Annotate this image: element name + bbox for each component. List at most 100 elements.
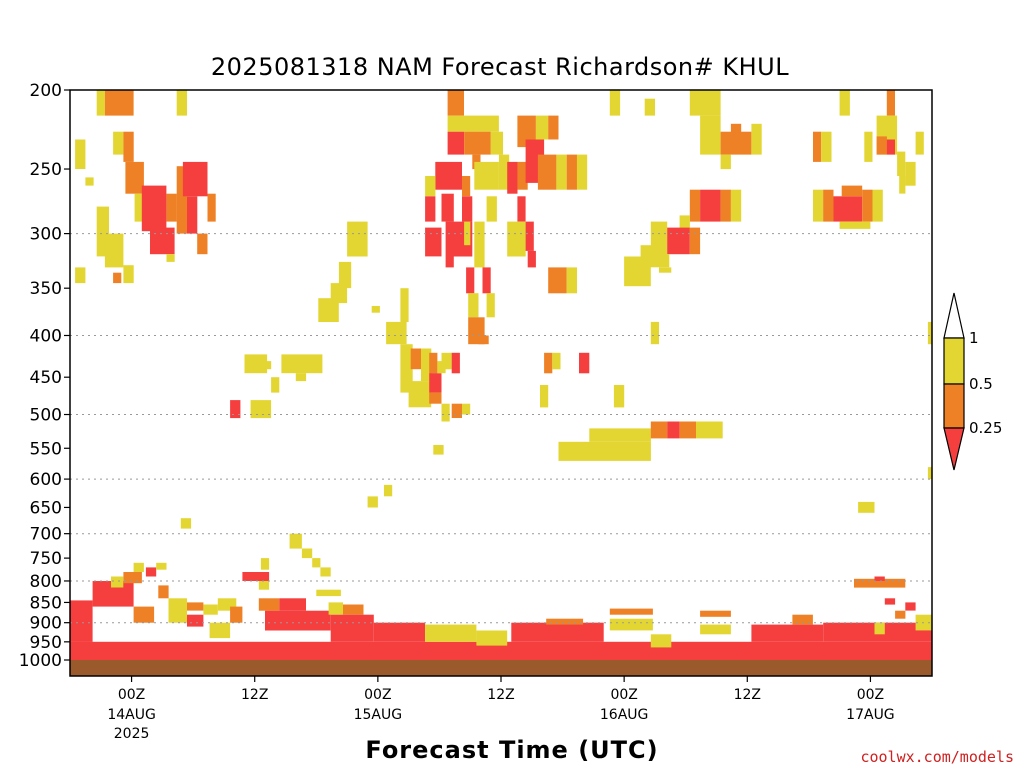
heatmap-cell [410,348,421,370]
legend-label: 0.5 [969,375,993,393]
x-axis-label: Forecast Time (UTC) [365,736,658,764]
x-tick-label: 12Z [241,687,268,703]
heatmap-cell [203,604,218,615]
x-tick-label: 00Z [857,687,884,703]
x-tick-label: 00Z [364,687,391,703]
heatmap-cell [156,562,167,570]
heatmap-cell [839,90,850,116]
heatmap-cell [447,131,464,155]
heatmap-cell [482,267,491,294]
heatmap-cell [862,189,873,222]
heatmap-cell [133,562,144,572]
heatmap-cell [451,403,462,418]
x-tick-date: 17AUG [846,707,895,723]
y-tick-label: 950 [30,633,62,653]
heatmap-cell [182,161,208,197]
heatmap-cell [884,598,896,605]
heatmap-cell [540,385,549,408]
heatmap-cell [730,189,742,222]
heatmap-cell [180,518,192,529]
y-tick-label: 200 [30,81,62,101]
heatmap-cell [113,272,122,284]
heatmap-cell [125,161,144,194]
heatmap-cell [75,139,86,169]
heatmap-cell [462,196,473,222]
heatmap-cell [525,221,534,251]
heatmap-cell [279,598,306,611]
heatmap-cell [609,608,653,615]
heatmap-cell [447,115,499,132]
heatmap-cell [425,227,442,257]
heatmap-cell [864,131,873,162]
heatmap-cell [230,606,243,623]
heatmap-cell [897,151,906,176]
gridlines [70,233,932,624]
heatmap-cell [905,602,916,611]
heatmap-cell [544,352,553,374]
heatmap-cell [271,377,280,393]
heatmap-cell [265,610,331,631]
heatmap-cell [546,618,584,625]
heatmap-cell [133,606,155,623]
heatmap-cell [123,131,134,162]
heatmap-cell [435,161,462,190]
heatmap-cell [343,604,364,615]
legend-swatch-above-1 [943,292,965,339]
heatmap-cell [558,441,651,461]
heatmap-cell [700,115,721,155]
heatmap-cell [589,428,651,442]
heatmap-cell [650,321,659,345]
heatmap-cells [70,90,932,660]
heatmap-cell [209,622,231,639]
y-tick-label: 650 [30,498,62,518]
heatmap-cell [854,578,906,588]
y-tick-label: 1000 [19,651,62,671]
heatmap-cell [111,576,124,588]
heatmap-cell [464,131,491,155]
y-tick-label: 900 [30,614,62,634]
heatmap-cell [197,233,208,255]
heatmap-cell [150,227,175,255]
y-tick-label: 550 [30,439,62,459]
heatmap-cell [421,348,432,382]
heatmap-cell [316,589,341,597]
heatmap-cell [486,293,495,318]
heatmap-cell [720,131,752,155]
heatmap-cell [145,567,157,577]
heatmap-cell [576,154,588,190]
heatmap-cell [841,185,863,197]
heatmap-cell [833,196,863,222]
heatmap-cell [187,196,198,234]
legend: 1 0.5 0.25 [943,292,1002,471]
heatmap-cell [265,361,272,370]
heatmap-cell [384,484,393,497]
heatmap-cell [408,381,432,408]
y-tick-label: 400 [30,326,62,346]
heatmap-cell [640,245,660,268]
heatmap-cell [187,602,204,611]
heatmap-cell [429,352,438,374]
heatmap-cell [507,161,518,194]
heatmap-cell [462,176,471,197]
heatmap-cell [104,90,134,116]
chart-title: 2025081318 NAM Forecast Richardson# KHUL [211,53,789,81]
heatmap-cell [445,256,454,268]
heatmap-cell [609,90,621,116]
heatmap-cell [441,193,454,222]
heatmap-cell [486,196,497,222]
heatmap-cell [482,161,499,190]
heatmap-cell [400,288,409,322]
heatmap-cell [429,373,442,393]
heatmap-cell [474,161,483,190]
heatmap-cell [260,558,270,570]
heatmap-cell [895,610,906,619]
y-tick-label: 600 [30,470,62,490]
heatmap-cell [96,90,105,116]
heatmap-cell [230,400,241,419]
heatmap-cell [821,131,832,162]
heatmap-cell [535,115,549,140]
heatmap-cell [517,196,526,222]
x-axis: 00Z 14AUG 2025 12Z 00Z 15AUG 12Z 00Z 16AUG 12Z 00Z… [107,676,895,742]
heatmap-cell [548,267,567,294]
